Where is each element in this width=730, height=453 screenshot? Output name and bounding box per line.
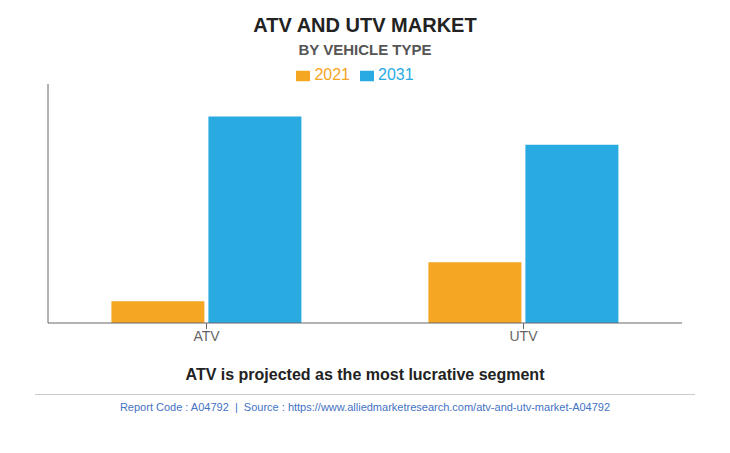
html-text:Report Code : A04792 | Source: Report Code : A04792 | Source : https://… [119,401,611,413]
html-text:ATV is projected as the most l: ATV is projected as the most lucrative s… [185,366,545,383]
svg-text:UTV: UTV [510,328,539,344]
html-text:ATV AND UTV MARKET: ATV AND UTV MARKET [253,14,477,36]
html-text:BY VEHICLE TYPE: BY VEHICLE TYPE [298,41,432,58]
html-text:2031: 2031 [378,66,414,83]
html-text:2021: 2021 [314,66,350,83]
svg-text:ATV: ATV [193,328,220,344]
